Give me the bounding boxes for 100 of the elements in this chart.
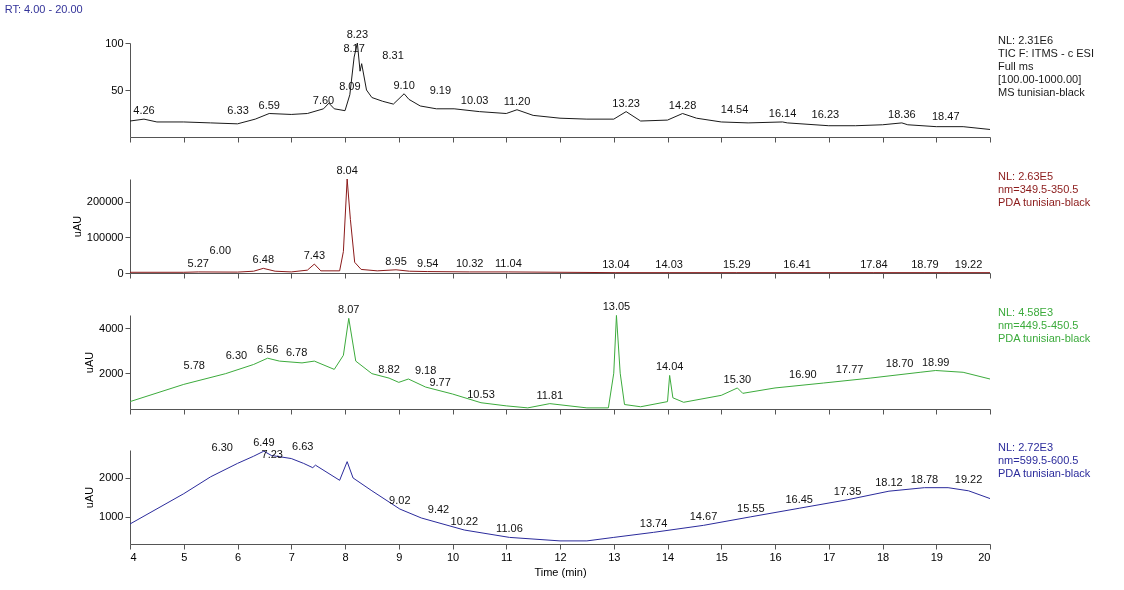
annotation: 13.05	[602, 300, 631, 313]
x-tick-label: 10	[446, 550, 460, 563]
annotation: 18.79	[911, 257, 939, 270]
annotation: 18.47	[932, 109, 960, 122]
annotation: 10.22	[450, 515, 479, 528]
x-tick-label: 8	[342, 550, 349, 563]
text: nm=349.5-350.5	[998, 183, 1079, 195]
line-series	[129, 42, 991, 130]
annotation: 7.43	[303, 249, 326, 262]
annotation: 11.04	[495, 256, 522, 269]
x-tick-label: 17	[823, 550, 836, 563]
y-tick-label: 100	[105, 36, 124, 49]
text: NL: 2.31E6	[998, 34, 1054, 46]
y-tick-label: 2000	[99, 471, 124, 484]
annotation: 13.23	[612, 96, 640, 109]
annotation: 18.12	[875, 476, 903, 489]
annotation: 11.81	[536, 388, 564, 401]
annotation: 8.95	[385, 254, 407, 267]
y-tick-label: 4000	[99, 321, 124, 334]
annotation: 18.70	[885, 357, 914, 370]
text: [100.00-1000.00]	[998, 73, 1082, 85]
text: NL: 4.58E3	[998, 306, 1054, 318]
annotation: 15.30	[723, 372, 752, 385]
y-tick-label: 0	[117, 266, 124, 279]
annotation: 8.04	[336, 164, 358, 176]
x-tick-label: 12	[554, 550, 567, 563]
annotation: 9.18	[414, 364, 437, 377]
annotation: 6.63	[292, 440, 314, 453]
x-tick-label: 9	[396, 550, 403, 563]
annotation: 15.29	[723, 257, 751, 270]
annotation: 8.31	[382, 48, 404, 61]
annotation: 10.53	[467, 387, 495, 400]
annotation: 14.54	[720, 103, 749, 116]
annotation: 6.49	[253, 436, 275, 449]
x-tick-label: 4	[130, 550, 137, 563]
annotation: 8.09	[339, 79, 361, 92]
annotation: 6.30	[211, 441, 233, 454]
annotation: 16.23	[811, 107, 840, 120]
annotation: 16.45	[785, 493, 813, 506]
annotation: 5.78	[183, 358, 205, 371]
annotation: 15.55	[737, 501, 765, 514]
annotation: 17.84	[860, 257, 888, 270]
annotation: 7.60	[312, 93, 335, 106]
x-tick-label: 6	[234, 550, 242, 563]
annotation: 10.32	[455, 256, 484, 269]
annotation: 17.35	[833, 484, 862, 497]
annotation: 8.07	[338, 303, 360, 316]
x-tick-label: 16	[769, 550, 782, 563]
x-tick-label: 13	[608, 550, 621, 563]
annotation: 8.82	[378, 363, 400, 376]
x-tick-label: 18	[876, 550, 890, 563]
text: Full ms	[998, 60, 1034, 72]
annotation: 14.03	[655, 257, 683, 270]
annotation: 8.23	[346, 28, 369, 40]
annotation: 18.78	[910, 472, 939, 485]
annotation: 17.77	[835, 363, 864, 376]
annotation: 6.33	[227, 104, 249, 117]
x-axis-title: Time (min)	[534, 565, 587, 578]
annotation: 9.54	[417, 256, 439, 269]
annotation: 14.67	[689, 510, 718, 523]
annotation: 5.27	[187, 256, 209, 269]
annotation: 13.04	[602, 257, 630, 270]
y-tick-label: 200000	[86, 195, 124, 208]
annotation: 6.30	[225, 349, 248, 362]
annotation: 14.28	[668, 98, 697, 111]
annotation: 11.20	[503, 94, 531, 107]
x-tick-label: 19	[930, 550, 943, 563]
text: nm=449.5-450.5	[998, 319, 1079, 331]
x-tick-label: 7	[288, 550, 295, 563]
annotation: 14.04	[655, 360, 684, 373]
annotation: 6.00	[209, 244, 232, 257]
text: PDA tunisian-black	[998, 467, 1091, 479]
annotation: 13.74	[639, 517, 668, 530]
annotation: 9.42	[427, 502, 450, 515]
x-tick-label: 15	[715, 550, 728, 563]
annotation: 19.22	[954, 472, 983, 485]
text: PDA tunisian-black	[998, 332, 1091, 344]
annotation: 11.06	[496, 522, 523, 535]
chart-title: RT: 4.00 - 20.00	[4, 3, 83, 15]
text: PDA tunisian-black	[998, 196, 1091, 208]
y-axis-title: uAU	[83, 351, 96, 374]
annotation: 6.78	[285, 346, 308, 359]
y-tick-label: 100000	[86, 230, 124, 243]
text: TIC F: ITMS - c ESI	[998, 47, 1094, 59]
annotation: 9.10	[393, 78, 415, 91]
annotation: 10.03	[460, 93, 489, 106]
y-axis-title: uAU	[83, 486, 96, 509]
text: NL: 2.72E3	[998, 441, 1054, 453]
annotation: 4.26	[133, 104, 155, 117]
annotation: 16.41	[783, 257, 811, 270]
annotation: 6.48	[252, 253, 275, 266]
y-axis-title: uAU	[70, 215, 83, 238]
y-tick-label: 2000	[99, 366, 124, 379]
annotation: 9.02	[389, 494, 411, 507]
annotation: 16.14	[768, 106, 797, 119]
annotation: 18.36	[888, 107, 916, 120]
text: nm=599.5-600.5	[998, 454, 1079, 466]
y-tick-label: 50	[111, 83, 124, 96]
x-tick-label: 20	[978, 550, 991, 563]
x-tick-label: 14	[661, 550, 675, 563]
